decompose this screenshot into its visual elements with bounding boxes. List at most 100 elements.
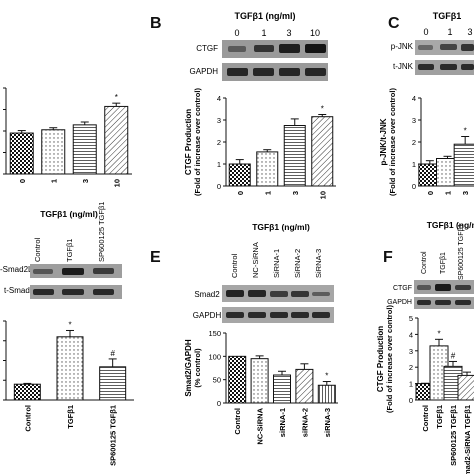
chart-f-ytick-label-1: 1 — [409, 380, 413, 389]
chart-c-xtick-label-0: 0 — [426, 191, 435, 195]
chart-d-xtick-label-1: TGFβ1 — [66, 405, 75, 429]
chart-e-ytick-label-1: 50 — [213, 376, 221, 385]
chart-e-ylabel-2: (% control) — [193, 348, 202, 388]
chart-f-xtick-label-3: Smad2-SiRNA TGFβ1 — [463, 405, 472, 474]
chart-d-xtick-label-2: SP600125 TGFβ1 — [109, 405, 118, 466]
chart-a-xtick-label-2: 3 — [81, 179, 90, 183]
blot-d-lane-0: Control — [33, 237, 42, 262]
chart-e-xtick-label-3: siRNA-2 — [300, 408, 309, 437]
chart-b-xtick-label-1: 1 — [263, 191, 272, 195]
chart-b-ytick-label-2: 2 — [217, 138, 221, 147]
chart-d-sig-2: # — [110, 349, 115, 358]
chart-d-sig-1: * — [68, 320, 71, 329]
blot-e-lane-2: SiRNA-1 — [272, 249, 281, 278]
panel-letter-f: F — [383, 249, 393, 266]
chart-c-bar-2 — [453, 143, 474, 187]
blot-b: TGFβ1 (ng/ml) 0 1 3 10 CTGF GAPDH — [190, 11, 328, 81]
blot-e-lane-4: SiRNA-3 — [314, 249, 323, 278]
blot-b-dose-1: 1 — [261, 28, 266, 38]
blot-b-row-ctgf: CTGF — [196, 44, 218, 53]
chart-f-ylabel: CTGF Production — [376, 326, 385, 392]
chart-b-ytick-label-1: 1 — [217, 160, 221, 169]
chart-b-sig-3: * — [321, 105, 324, 114]
chart-d-xtick-label-0: Control — [23, 405, 32, 432]
chart-e-ytick-label-2: 100 — [208, 352, 221, 361]
chart-a-bar-1 — [41, 129, 66, 175]
chart-b-ylabel: CTGF Production — [184, 109, 193, 175]
chart-e-xtick-label-1: NC-SiRNA — [256, 407, 265, 444]
chart-b-xtick-label-2: 3 — [291, 191, 300, 195]
blot-f-lane-2: SP600125 TGFβ1 — [458, 223, 465, 280]
chart-e-ylabel: Smad2/GAPDH — [184, 339, 193, 397]
chart-e-bar-3 — [295, 368, 314, 404]
blot-b-gapdh-strip — [222, 63, 328, 81]
panel-letter-e: E — [150, 249, 161, 266]
blot-f: Control TGFβ1 SP600125 TGFβ1 CTGF GAPDH — [387, 223, 474, 309]
chart-b-ytick-label-3: 3 — [217, 116, 221, 125]
blot-e-row-smad2: Smad2 — [194, 290, 220, 299]
blot-d-row-smad2l: -Smad2L — [0, 265, 33, 274]
blot-f-lane-0: Control — [421, 251, 428, 274]
blot-d-row-tsmad2: t-Smad2 — [4, 286, 35, 295]
chart-b-bar-2 — [283, 125, 306, 187]
chart-b-bar-3 — [311, 116, 334, 187]
blot-e-row-gapdh: GAPDH — [193, 311, 222, 320]
chart-a-sig-3: * — [115, 93, 118, 102]
chart-a-bar-2 — [72, 124, 97, 175]
chart-e-bar-4 — [317, 384, 336, 404]
chart-f-ylabel-2: (Fold of increase over control) — [385, 305, 394, 413]
chart-e-bar-2 — [273, 374, 291, 404]
chart-b-bar-0 — [228, 163, 251, 187]
blot-b-row-gapdh: GAPDH — [190, 67, 219, 76]
chart-a-xtick-label-0: 0 — [18, 179, 27, 183]
blot-c-dose-1: 1 — [447, 27, 452, 37]
blot-e-lane-0: Control — [230, 253, 239, 278]
blot-c-row-pjnk: p-JNK — [391, 42, 414, 51]
chart-c-ytick-label-3: 3 — [412, 116, 416, 125]
blot-b-dose-2: 3 — [286, 28, 291, 38]
blot-d: Control TGFβ1 SP600125 TGFβ1 -Smad2L t-S… — [0, 202, 122, 299]
panel-letter-b: B — [150, 15, 162, 32]
blot-b-dose-0: 0 — [234, 28, 239, 38]
chart-e-bar-0 — [228, 355, 247, 404]
chart-b-xtick-label-3: 10 — [318, 191, 327, 199]
chart-e-xtick-label-4: siRNA-3 — [323, 408, 332, 437]
chart-a-xlabel: TGFβ1 (ng/ml) — [40, 209, 98, 219]
chart-c-ytick-label-2: 2 — [412, 138, 416, 147]
blot-e-lane-1: NC-SiRNA — [251, 242, 260, 278]
chart-f-ytick-label-2: 2 — [409, 363, 413, 372]
chart-f-ytick-label-5: 5 — [409, 314, 413, 323]
chart-f-xtick-label-0: Control — [421, 405, 430, 432]
blot-f-row-gapdh: GAPDH — [387, 299, 412, 306]
chart-d-bar-0 — [13, 383, 41, 401]
panel-letter-c: C — [388, 15, 400, 32]
chart-d-bar-1 — [56, 336, 84, 401]
blot-c: TGFβ1 0 1 3 p-JNK t-JNK — [391, 11, 474, 75]
chart-e-bar-1 — [250, 358, 269, 404]
blot-c-header: TGFβ1 — [433, 11, 462, 21]
blot-e: Control NC-SiRNA SiRNA-1 SiRNA-2 SiRNA-3… — [193, 242, 334, 323]
chart-a-bar-3 — [104, 105, 129, 175]
chart-c-ytick-label-4: 4 — [412, 94, 416, 103]
chart-c-sig-2: * — [464, 127, 467, 136]
chart-b-ylabel-2: (Fold of increase over control) — [193, 88, 202, 196]
chart-f-sig-2: # — [451, 351, 456, 360]
blot-c-dose-0: 0 — [423, 27, 428, 37]
blot-c-row-tjnk: t-JNK — [393, 62, 414, 71]
chart-f-xtick-label-2: SP600125 TGFβ1 — [449, 405, 458, 466]
chart-b-bar-1 — [256, 151, 279, 187]
chart-a-xtick-label-3: 10 — [112, 179, 121, 187]
chart-c-ytick-label-1: 1 — [412, 160, 416, 169]
blot-c-dose-2: 3 — [467, 27, 472, 37]
chart-e-ytick-label-0: 0 — [217, 399, 221, 408]
blot-d-lane-2: SP600125 TGFβ1 — [97, 202, 106, 262]
chart-f-xtick-label-1: TGFβ1 — [435, 405, 444, 429]
blot-f-row-ctgf: CTGF — [393, 285, 412, 292]
chart-f-bar-3 — [457, 374, 474, 401]
chart-b-xlabel: TGFβ1 (ng/ml) — [252, 222, 310, 232]
chart-a-xtick-label-1: 1 — [49, 179, 58, 183]
chart-f-sig-1: * — [437, 329, 440, 338]
blot-b-ctgf-strip — [222, 40, 328, 58]
